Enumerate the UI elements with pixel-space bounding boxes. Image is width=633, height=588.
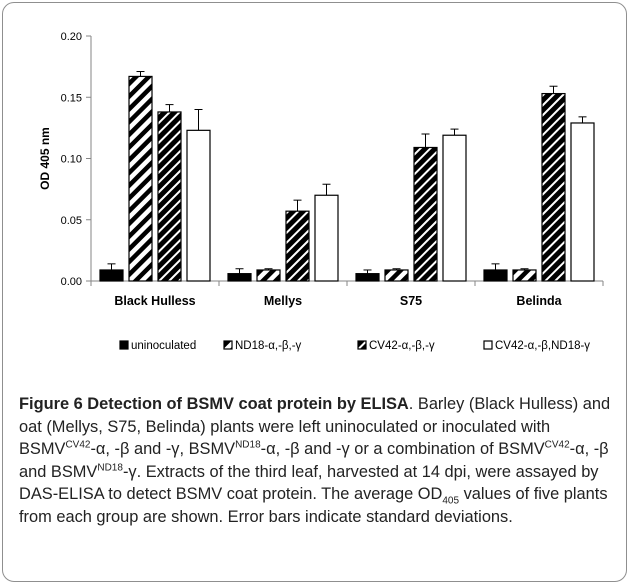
bar-chart: 0.00 0.05 0.10 0.15 0.20 OD 405 nm Black Hulle…	[38, 31, 604, 352]
bar	[483, 269, 508, 282]
legend-label: CV42-α,-β,-γ	[369, 340, 435, 352]
bar	[227, 273, 252, 282]
bar	[128, 75, 153, 282]
bar	[99, 269, 124, 282]
bar	[314, 194, 339, 282]
y-tick-label: 0.15	[61, 92, 82, 104]
x-tick-label: Mellys	[264, 294, 302, 308]
bar	[186, 129, 211, 282]
x-tick-label: Belinda	[516, 294, 562, 308]
legend-swatch	[119, 340, 129, 350]
figure-panel: 0.00 0.05 0.10 0.15 0.20 OD 405 nm Black Hulle…	[2, 2, 627, 582]
y-tick-label: 0.00	[61, 276, 82, 288]
x-tick-label: S75	[400, 294, 422, 308]
bar	[413, 146, 438, 282]
bar	[512, 269, 537, 282]
y-axis-title: OD 405 nm	[38, 127, 52, 190]
caption-text: -γ. Extracts of the third leaf, harveste…	[19, 462, 599, 504]
legend-swatch	[483, 340, 493, 350]
bar	[570, 122, 595, 282]
bar	[384, 269, 409, 282]
legend-swatch	[223, 340, 233, 350]
caption-sup: CV42	[544, 439, 570, 451]
caption-title: Figure 6 Detection of BSMV coat protein …	[19, 395, 409, 413]
y-tick-label: 0.05	[61, 215, 82, 227]
caption-sup: ND18	[97, 462, 123, 474]
bar	[256, 269, 281, 282]
legend-swatch	[357, 340, 367, 350]
caption-text: -α, -β and -γ, BSMV	[90, 440, 236, 459]
caption-sup: CV42	[65, 439, 91, 451]
caption-text: values of five plants from each group ar…	[19, 485, 608, 526]
x-tick-label: Black Hulless	[114, 294, 195, 308]
caption-text: . Barley (Black Hulless) and oat (Mellys…	[19, 395, 611, 459]
bar	[442, 134, 467, 282]
caption-text: -α, -β and BSMV	[19, 440, 609, 481]
legend-label: uninoculated	[131, 340, 196, 352]
bar	[157, 111, 182, 282]
bar	[285, 210, 310, 282]
y-tick-label: 0.10	[61, 154, 82, 166]
legend-label: CV42-α,-β,ND18-γ	[495, 340, 590, 352]
legend: uninoculated ND18-α,-β,-γ CV42-α,-β,-γ CV42…	[119, 340, 590, 352]
caption-sub: 405	[442, 495, 460, 507]
bars-group	[99, 71, 595, 282]
bar	[541, 92, 566, 282]
figure-caption: Figure 6 Detection of BSMV coat protein …	[19, 393, 619, 529]
y-tick-label: 0.20	[61, 31, 82, 43]
caption-text: -α, -β and -γ or a combination of BSMV	[260, 440, 545, 459]
legend-label: ND18-α,-β,-γ	[235, 340, 302, 352]
caption-sup: ND18	[235, 439, 261, 451]
bar	[355, 273, 380, 282]
